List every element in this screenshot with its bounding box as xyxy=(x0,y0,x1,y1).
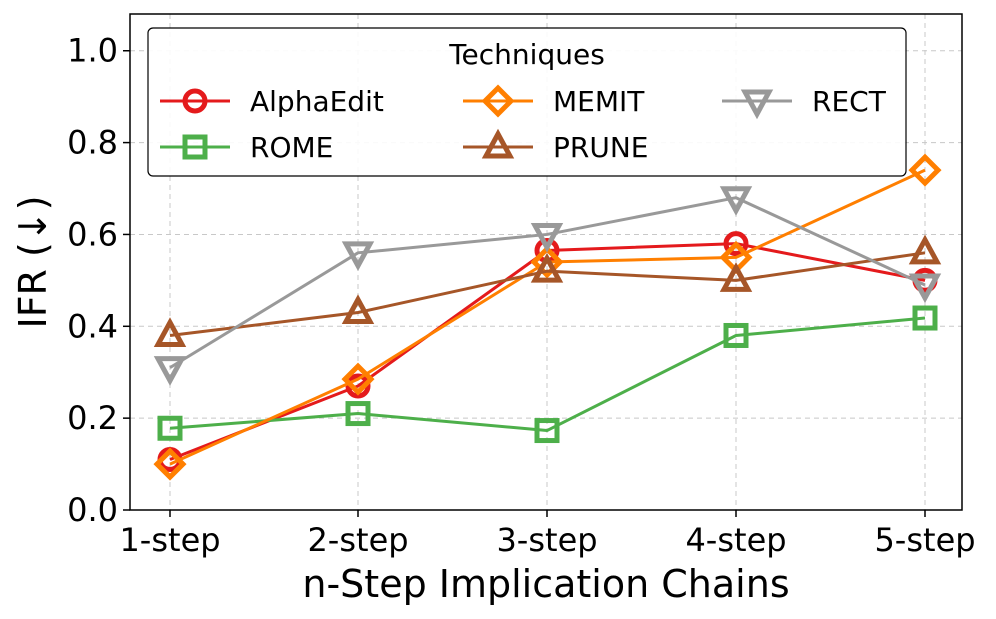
y-tick-label: 0.6 xyxy=(67,215,118,253)
data-point xyxy=(719,262,753,292)
data-point xyxy=(530,252,564,283)
legend-marker xyxy=(481,84,515,118)
data-point xyxy=(534,418,560,444)
data-point xyxy=(719,186,753,216)
legend-marker xyxy=(481,128,515,159)
data-point xyxy=(530,222,564,253)
data-point xyxy=(908,273,942,304)
x-tick-label: 1-step xyxy=(119,521,220,559)
data-point xyxy=(341,241,375,272)
data-point xyxy=(153,447,187,481)
legend-label: ROME xyxy=(250,131,333,164)
series-layer xyxy=(153,153,942,481)
legend-item-rect: RECT xyxy=(722,85,887,120)
x-tick-label: 5-step xyxy=(874,521,975,559)
data-point xyxy=(908,234,942,265)
legend-label: AlphaEdit xyxy=(250,85,384,118)
data-point xyxy=(345,401,371,427)
data-point xyxy=(157,415,183,441)
data-point xyxy=(153,356,187,386)
ticks: 1-step 2-step 3-step 4-step 5-step 0.0 0.2 0.4 0… xyxy=(67,32,975,559)
y-tick-label: 0.8 xyxy=(67,124,118,162)
legend-marker xyxy=(182,134,208,160)
y-tick-label: 0.4 xyxy=(67,307,118,345)
legend-title: Techniques xyxy=(448,38,605,71)
data-point xyxy=(723,231,749,257)
legend-label: RECT xyxy=(812,85,887,118)
data-point xyxy=(723,322,749,348)
x-tick-label: 4-step xyxy=(685,521,786,559)
data-point xyxy=(530,245,564,279)
legend: Techniques AlphaEdit ROME MEMIT PRUNE RECT xyxy=(147,27,907,177)
y-tick-label: 0.0 xyxy=(67,491,118,529)
plot-frame xyxy=(129,13,963,511)
legend-label: MEMIT xyxy=(553,85,645,118)
data-point xyxy=(341,362,375,396)
data-point xyxy=(345,373,371,399)
data-point xyxy=(153,317,187,347)
legend-item-alphaedit: AlphaEdit xyxy=(160,85,384,118)
series-line xyxy=(169,316,926,433)
x-axis-title: n-Step Implication Chains xyxy=(302,562,789,606)
legend-label: PRUNE xyxy=(553,131,648,164)
series-rome xyxy=(157,305,938,444)
data-point xyxy=(912,305,938,331)
data-point xyxy=(908,153,942,187)
series-rect xyxy=(153,186,942,386)
legend-item-prune: PRUNE xyxy=(463,128,648,164)
legend-marker xyxy=(740,89,774,120)
series-line xyxy=(169,251,926,337)
y-axis-title: IFR (↓) xyxy=(11,195,55,328)
legend-item-rome: ROME xyxy=(160,131,333,164)
series-prune xyxy=(153,234,942,347)
data-point xyxy=(341,294,375,325)
x-tick-label: 3-step xyxy=(496,521,597,559)
y-tick-label: 0.2 xyxy=(67,399,118,437)
x-tick-label: 2-step xyxy=(307,521,408,559)
legend-marker xyxy=(182,88,208,114)
y-tick-label: 1.0 xyxy=(67,32,118,70)
legend-item-memit: MEMIT xyxy=(463,84,645,118)
series-line xyxy=(169,196,926,369)
